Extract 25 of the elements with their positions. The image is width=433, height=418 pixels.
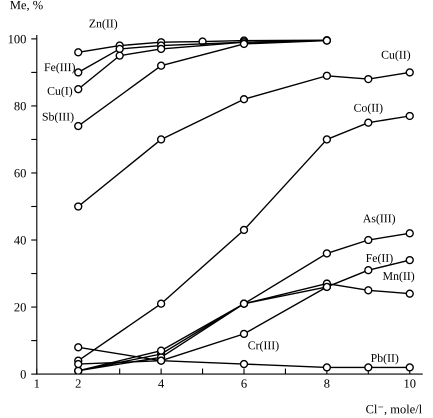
y-tick-label: 0 [20,370,26,379]
x-tick-label: 8 [324,379,330,388]
y-tick-label: 40 [14,236,26,244]
series-label: Cu(II) [382,50,410,62]
series-label: Fe(III) [44,62,75,74]
x-tick-label: 10 [404,379,416,388]
x-tick-label: 4 [158,379,164,388]
y-axis-title: Me, % [10,0,43,12]
y-tick-label: 100 [8,34,26,44]
series-label: Pb(II) [370,354,398,364]
y-tick-label: 60 [14,169,26,178]
series-label: Cr(III) [248,341,279,352]
series-label: As(III) [362,214,396,225]
series-label: Zn(II) [89,19,118,30]
x-axis-title: Cl⁻, mole/l [366,404,422,416]
series-label: Sb(III) [42,112,74,124]
x-tick-label: 6 [241,379,247,388]
series-label: Cu(I) [48,86,72,98]
series-label: Fe(II) [366,254,393,264]
series-label: Mn(II) [382,272,414,282]
y-tick-label: 80 [14,102,26,110]
series-label: Co(II) [354,103,383,114]
x-tick-label: 1 [34,379,40,388]
x-tick-label: 2 [76,379,81,388]
y-tick-label: 20 [14,303,26,312]
